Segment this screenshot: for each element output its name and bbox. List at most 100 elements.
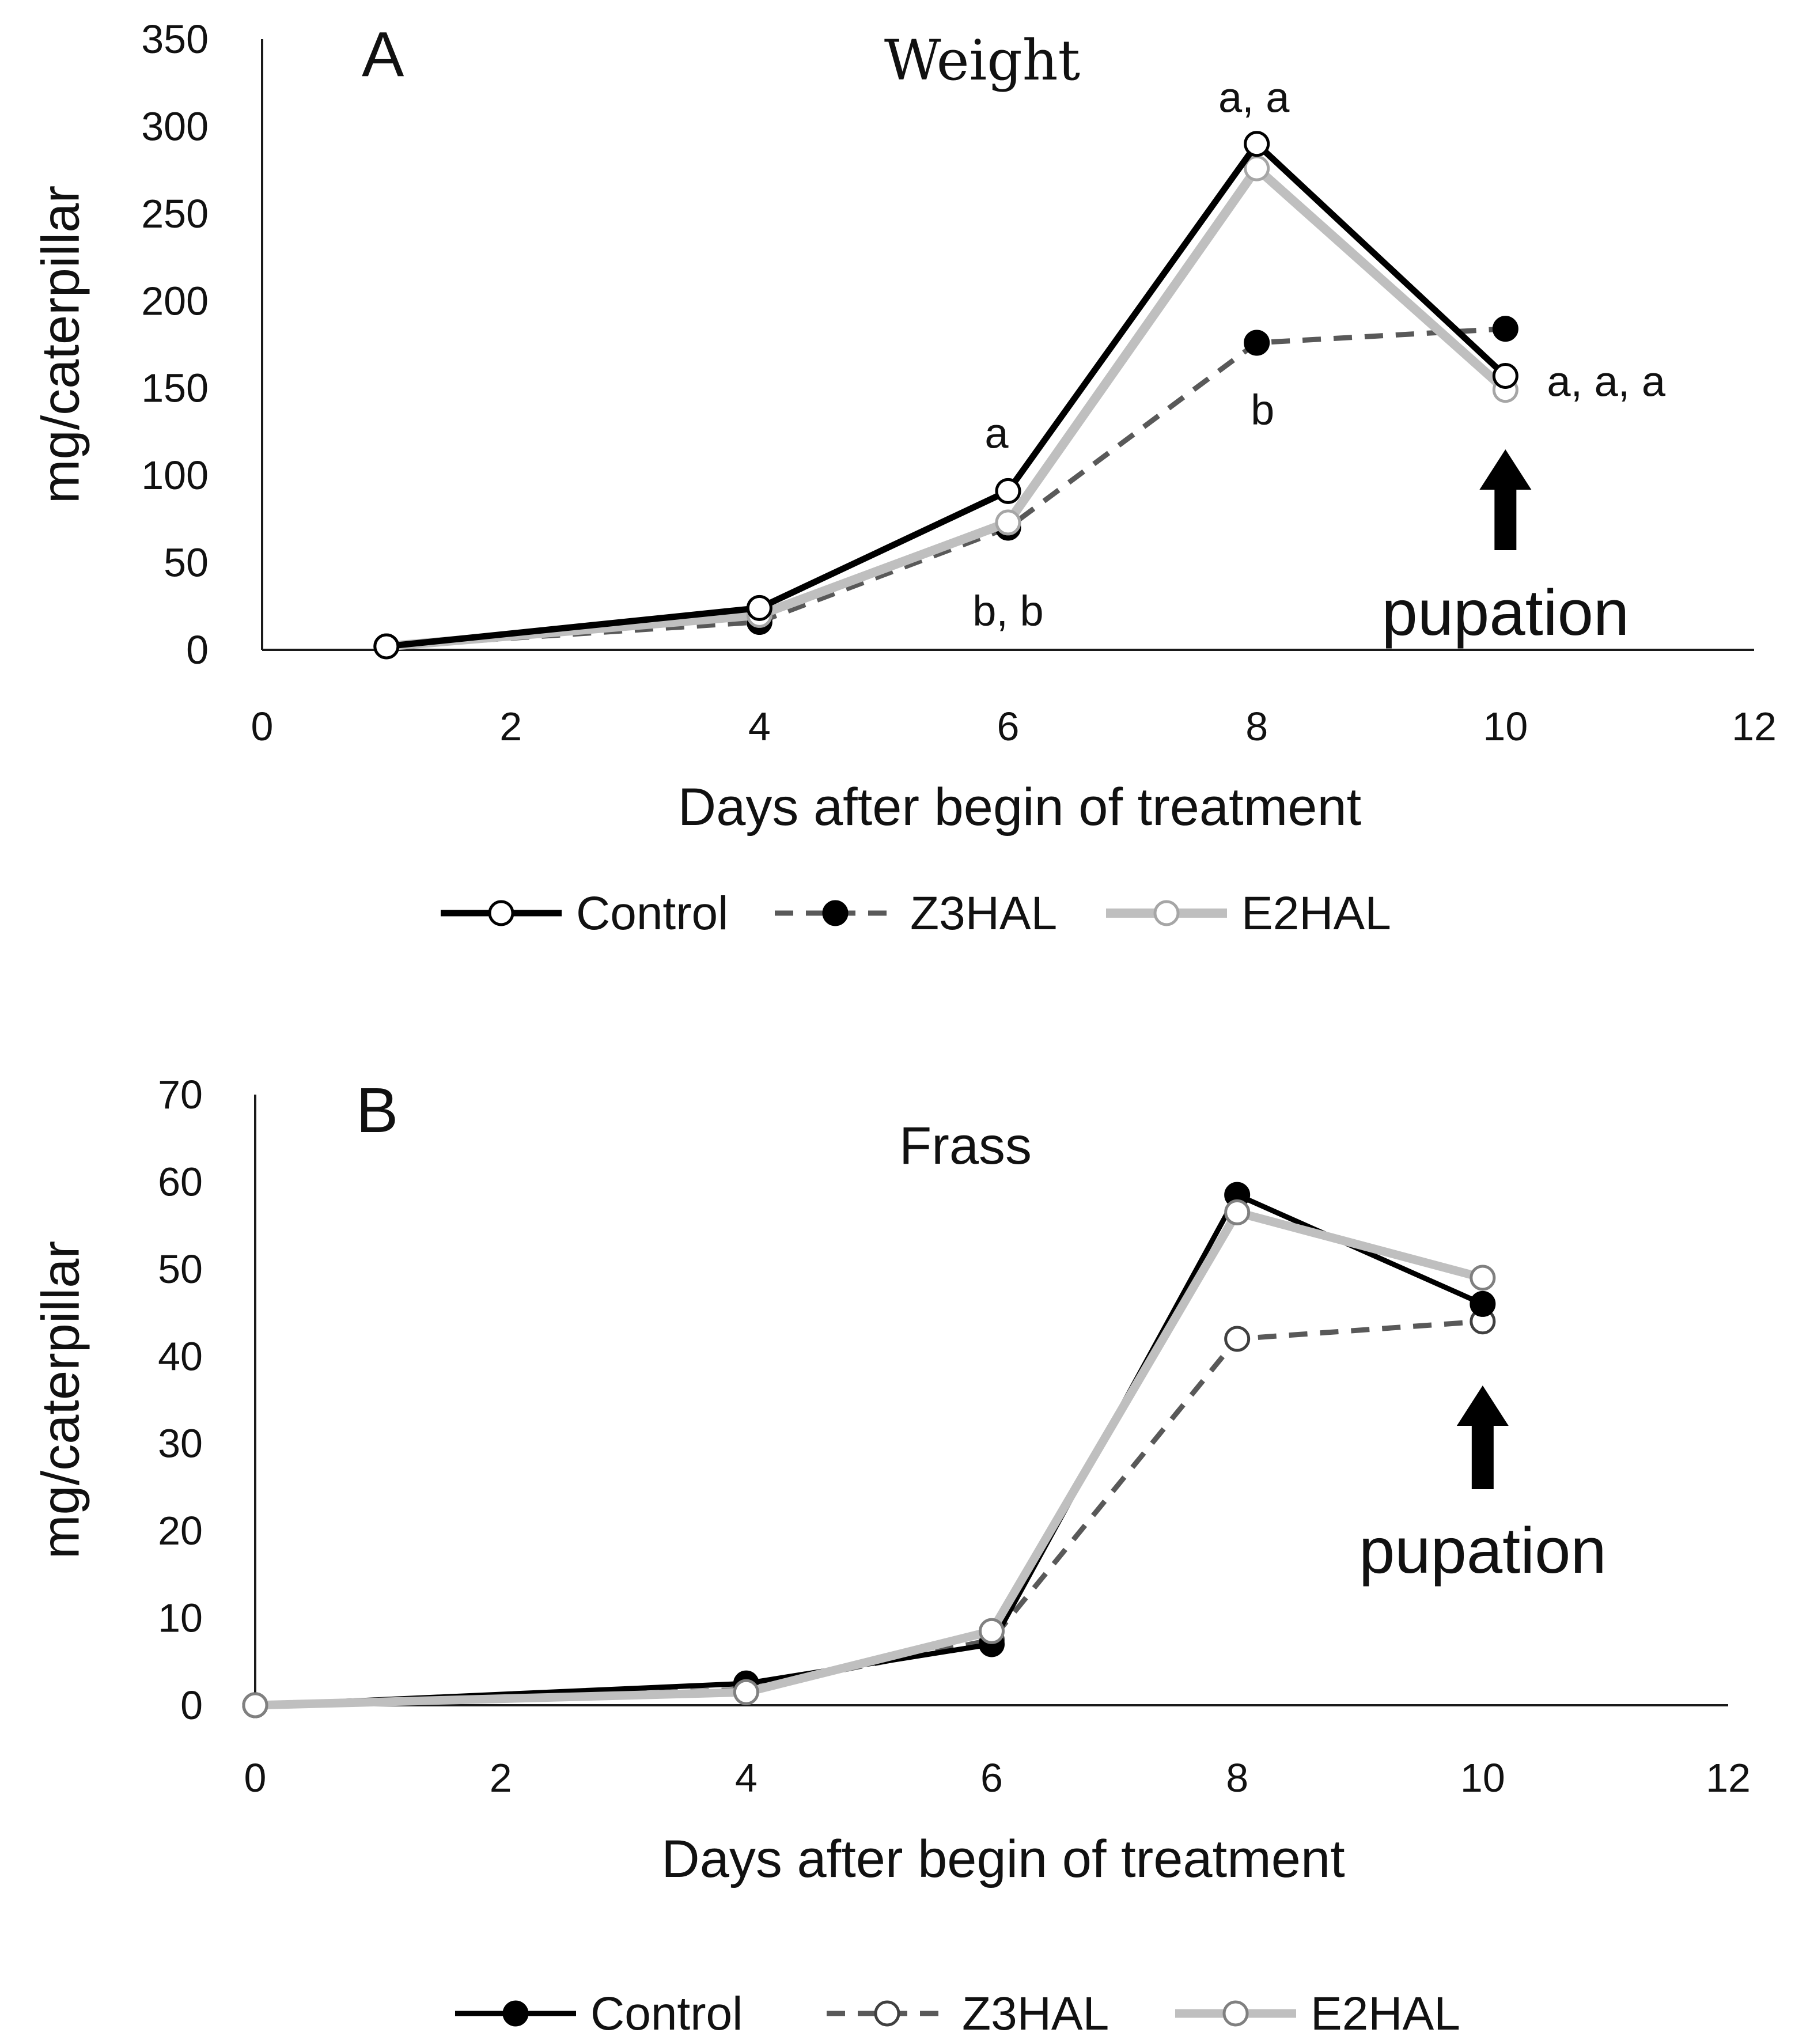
- legend-marker: [488, 900, 514, 926]
- legend-item-control: Control: [441, 887, 728, 940]
- y-tick-label: 100: [141, 453, 209, 498]
- panel-letter: B: [356, 1075, 398, 1146]
- data-point: [746, 595, 772, 621]
- significance-label: b: [1251, 386, 1274, 434]
- data-point: [373, 633, 400, 660]
- data-point: [1224, 1199, 1251, 1225]
- series-line: [386, 164, 1509, 651]
- pupation-arrow-icon: [1479, 449, 1532, 550]
- x-tick-label: 0: [251, 704, 274, 749]
- series-control: [373, 131, 1518, 660]
- x-tick-label: 12: [1706, 1755, 1751, 1800]
- series-control: [242, 1182, 1496, 1719]
- series-line: [255, 1319, 1483, 1708]
- y-tick-label: 350: [141, 17, 209, 62]
- series-e2hal: [242, 1199, 1496, 1719]
- y-axis-title: mg/caterpillar: [31, 1241, 90, 1559]
- y-tick-label: 0: [186, 627, 209, 672]
- data-point: [1470, 1265, 1496, 1291]
- data-point: [1244, 131, 1270, 157]
- legend-item-z3hal: Z3HAL: [827, 1988, 1109, 2040]
- chart-title: Frass: [899, 1116, 1032, 1175]
- arrow-shaft: [1471, 1420, 1494, 1489]
- legend-item-z3hal: Z3HAL: [775, 887, 1057, 940]
- data-point: [733, 1679, 759, 1705]
- legend-item-control: Control: [455, 1988, 743, 2040]
- legend-marker: [1153, 900, 1180, 926]
- series-line: [386, 326, 1506, 649]
- x-tick-label: 6: [980, 1755, 1003, 1800]
- pupation-label: pupation: [1359, 1515, 1607, 1587]
- legend-item-e2hal: E2HAL: [1106, 887, 1391, 940]
- significance-label: a, a: [1218, 74, 1290, 122]
- y-tick-label: 60: [158, 1159, 203, 1204]
- legend-label: Z3HAL: [962, 1988, 1109, 2040]
- data-point: [979, 1618, 1005, 1644]
- significance-label: b, b: [972, 587, 1043, 635]
- legend-marker: [502, 2000, 529, 2027]
- legend-label: Control: [576, 887, 728, 940]
- chart-panel-b: 0 2 4 6 8 10 12 0 10 20 30 40 50 60 70 Days after begin…: [31, 1072, 1751, 2040]
- series-z3hal: [373, 316, 1518, 660]
- legend: Control Z3HAL E2HAL: [441, 887, 1391, 940]
- x-tick-label: 8: [1245, 704, 1268, 749]
- y-tick-label: 50: [164, 540, 209, 585]
- y-tick-label: 10: [158, 1596, 203, 1641]
- data-point: [995, 509, 1021, 536]
- pupation-label: pupation: [1381, 577, 1629, 649]
- x-tick-label: 10: [1483, 704, 1528, 749]
- legend-label: E2HAL: [1311, 1988, 1460, 2040]
- x-tick-label: 6: [997, 704, 1020, 749]
- series-line: [255, 1192, 1484, 1708]
- data-point: [1470, 1290, 1496, 1317]
- chart-title: Weight: [884, 28, 1080, 93]
- panel-letter: A: [362, 19, 404, 90]
- chart-panel-a: 0 2 4 6 8 10 12 0 50 100 150 200 250 300 350 Days after…: [31, 17, 1777, 940]
- x-tick-label: 8: [1226, 1755, 1248, 1800]
- data-point: [1492, 316, 1518, 342]
- y-tick-label: 40: [158, 1334, 203, 1379]
- data-point: [1244, 330, 1270, 356]
- x-tick-label: 4: [735, 1755, 758, 1800]
- x-tick-label: 2: [499, 704, 522, 749]
- data-point: [242, 1692, 268, 1719]
- x-axis-title: Days after begin of treatment: [661, 1830, 1345, 1888]
- series-e2hal: [373, 155, 1518, 660]
- x-tick-label: 10: [1460, 1755, 1505, 1800]
- legend: Control Z3HAL E2HAL: [455, 1988, 1460, 2040]
- pupation-arrow-icon: [1456, 1386, 1509, 1489]
- legend-marker: [874, 2000, 900, 2027]
- significance-label: a: [984, 409, 1009, 457]
- x-tick-label: 2: [490, 1755, 512, 1800]
- y-tick-label: 20: [158, 1508, 203, 1553]
- data-point: [1492, 363, 1518, 389]
- arrow-head: [1479, 449, 1532, 490]
- x-tick-label: 12: [1732, 704, 1777, 749]
- series-z3hal: [242, 1308, 1496, 1719]
- legend-label: Control: [590, 1988, 743, 2040]
- y-tick-label: 150: [141, 366, 209, 411]
- y-tick-label: 300: [141, 104, 209, 149]
- y-axis-title: mg/caterpillar: [31, 186, 90, 504]
- legend-label: E2HAL: [1241, 887, 1391, 940]
- y-tick-label: 200: [141, 278, 209, 323]
- y-tick-label: 30: [158, 1421, 203, 1466]
- significance-label: a, a, a: [1547, 358, 1666, 406]
- legend-item-e2hal: E2HAL: [1175, 1988, 1460, 2040]
- arrow-head: [1456, 1386, 1509, 1426]
- y-tick-label: 250: [141, 191, 209, 236]
- legend-marker: [1222, 2000, 1249, 2027]
- y-tick-label: 50: [158, 1247, 203, 1292]
- legend-marker: [822, 900, 849, 926]
- data-point: [1224, 1326, 1251, 1352]
- x-tick-label: 4: [748, 704, 771, 749]
- arrow-shaft: [1494, 484, 1517, 550]
- x-axis-title: Days after begin of treatment: [678, 778, 1361, 836]
- x-tick-label: 0: [244, 1755, 267, 1800]
- data-point: [995, 478, 1021, 504]
- series-line: [386, 141, 1508, 650]
- y-tick-label: 0: [180, 1683, 203, 1728]
- y-tick-label: 70: [158, 1072, 203, 1117]
- series-line: [255, 1208, 1484, 1710]
